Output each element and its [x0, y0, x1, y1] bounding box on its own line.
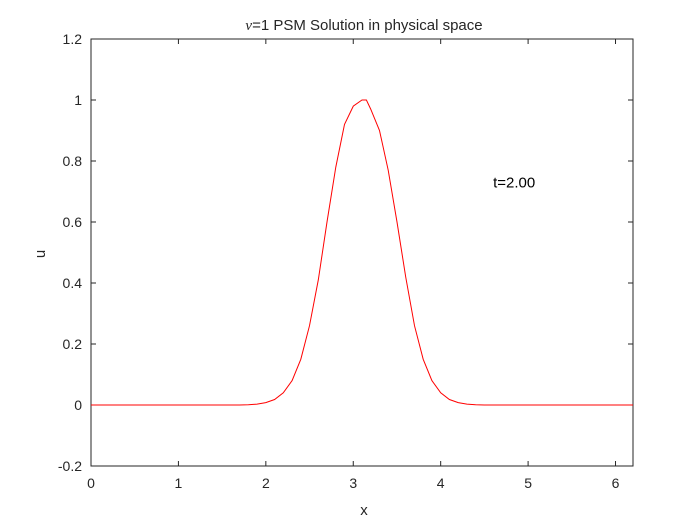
- y-tick-label: 0: [74, 397, 82, 413]
- x-tick-label: 3: [349, 475, 357, 491]
- chart-title-text: =1 PSM Solution in physical space: [252, 17, 483, 34]
- y-tick-label: 0.8: [63, 153, 83, 169]
- y-tick-label: -0.2: [58, 458, 82, 474]
- x-axis-label: x: [360, 502, 368, 519]
- y-tick-label: 0.2: [63, 336, 83, 352]
- y-axis-label: u: [32, 250, 49, 258]
- series-line: [91, 99, 633, 406]
- axes-box: [90, 38, 634, 467]
- x-tick-label: 5: [524, 475, 532, 491]
- y-tick-label: 1: [74, 92, 82, 108]
- chart-title-symbol: ν: [245, 18, 252, 34]
- x-tick-label: 1: [175, 475, 183, 491]
- x-tick-label: 2: [262, 475, 270, 491]
- plot-area: 0 1 2 3 4 5 6 -0.2 0 0.2 0.4 0.6 0.8 1 1.2 t=2.00: [58, 31, 634, 491]
- x-tick-label: 4: [437, 475, 445, 491]
- chart-title: ν=1 PSM Solution in physical space: [245, 17, 482, 34]
- time-annotation: t=2.00: [493, 174, 535, 191]
- x-tick-label: 0: [87, 475, 95, 491]
- y-tick-label: 0.4: [63, 275, 83, 291]
- y-tick-label: 0.6: [63, 214, 83, 230]
- y-tick-label: 1.2: [63, 31, 83, 47]
- x-tick-label: 6: [612, 475, 620, 491]
